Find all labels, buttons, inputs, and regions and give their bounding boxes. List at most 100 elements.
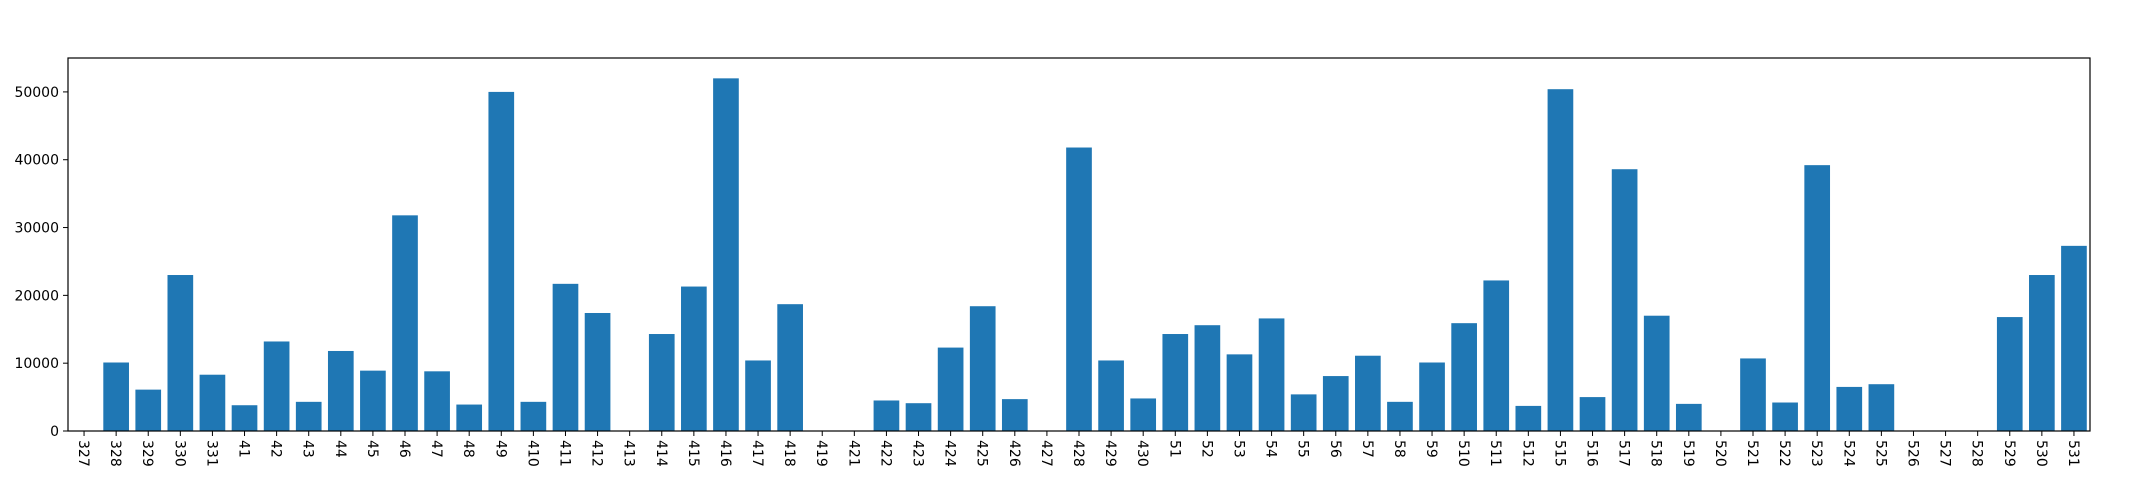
bar-51 <box>1162 334 1189 431</box>
x-tick-label: 531 <box>2065 440 2081 467</box>
x-tick-label: 430 <box>1134 440 1150 467</box>
bar-329 <box>135 389 162 431</box>
x-tick-label: 427 <box>1038 440 1054 467</box>
bar-429 <box>1098 360 1124 431</box>
x-tick-label: 55 <box>1295 440 1311 458</box>
bar-416 <box>713 78 739 431</box>
bar-510 <box>1451 323 1477 431</box>
x-tick-label: 51 <box>1166 440 1182 458</box>
bar-512 <box>1515 405 1542 431</box>
bar-58 <box>1387 401 1413 431</box>
bar-414 <box>648 334 675 431</box>
bar-428 <box>1066 147 1092 431</box>
x-tick-label: 519 <box>1680 440 1696 467</box>
bar-422 <box>873 400 900 431</box>
bar-425 <box>969 306 996 431</box>
y-tick-label: 10000 <box>14 356 59 372</box>
x-tick-label: 327 <box>75 440 91 467</box>
bar-53 <box>1226 354 1253 431</box>
x-tick-label: 510 <box>1455 440 1471 467</box>
bar-55 <box>1290 394 1317 431</box>
x-tick-label: 41 <box>236 440 252 458</box>
x-tick-label: 419 <box>813 440 829 467</box>
x-tick-label: 529 <box>2001 440 2017 467</box>
bar-531 <box>2061 245 2087 431</box>
bar-415 <box>681 286 707 431</box>
x-tick-label: 43 <box>300 440 316 458</box>
x-tick-label: 423 <box>910 440 926 467</box>
bar-524 <box>1836 386 1863 431</box>
bar-517 <box>1611 169 1638 432</box>
x-tick-label: 421 <box>845 440 861 467</box>
bar-516 <box>1579 397 1606 431</box>
bar-529 <box>1996 317 2023 431</box>
bar-417 <box>745 360 771 431</box>
x-tick-label: 57 <box>1359 440 1375 458</box>
bar-426 <box>1001 399 1028 431</box>
x-tick-label: 515 <box>1551 440 1567 467</box>
x-tick-label: 410 <box>524 440 540 467</box>
x-tick-label: 530 <box>2033 440 2049 467</box>
bar-330 <box>167 275 194 431</box>
bar-423 <box>905 403 932 431</box>
bar-47 <box>424 371 450 431</box>
x-tick-label: 53 <box>1230 440 1246 458</box>
bar-518 <box>1643 315 1670 431</box>
x-tick-label: 520 <box>1712 440 1728 467</box>
bar-523 <box>1804 165 1831 432</box>
x-tick-label: 329 <box>139 440 155 467</box>
x-tick-label: 59 <box>1423 440 1439 458</box>
x-tick-label: 44 <box>332 440 348 458</box>
x-tick-label: 58 <box>1391 440 1407 458</box>
x-tick-label: 42 <box>268 440 284 458</box>
x-tick-label: 517 <box>1616 440 1632 467</box>
x-tick-label: 49 <box>492 440 508 458</box>
x-tick-label: 52 <box>1198 440 1214 458</box>
x-tick-label: 526 <box>1904 440 1920 467</box>
x-axis: 327 328 329 330 331 41 42 43 44 45 46 47 48 49 410 411 4… <box>75 431 2081 467</box>
y-axis: 0 10000 20000 30000 40000 50000 <box>14 85 68 440</box>
x-tick-label: 48 <box>460 440 476 458</box>
x-tick-label: 512 <box>1519 440 1535 467</box>
x-tick-label: 528 <box>1969 440 1985 467</box>
x-tick-label: 331 <box>203 440 219 467</box>
bar-521 <box>1740 358 1766 431</box>
x-tick-label: 414 <box>653 440 669 467</box>
x-tick-label: 56 <box>1327 440 1343 458</box>
bar-52 <box>1194 325 1221 431</box>
x-tick-label: 425 <box>974 440 990 467</box>
y-tick-label: 30000 <box>14 221 59 237</box>
bar-331 <box>199 374 226 431</box>
bar-412 <box>584 312 611 431</box>
y-tick-label: 20000 <box>14 288 59 304</box>
x-tick-label: 524 <box>1840 440 1856 467</box>
x-tick-label: 330 <box>171 440 187 467</box>
x-tick-label: 413 <box>621 440 637 467</box>
x-tick-label: 45 <box>364 440 380 458</box>
bar-418 <box>777 304 803 431</box>
y-tick-label: 50000 <box>14 85 59 101</box>
x-tick-label: 518 <box>1648 440 1664 467</box>
bar-59 <box>1419 362 1445 431</box>
bar-41 <box>231 405 258 431</box>
x-tick-label: 525 <box>1872 440 1888 467</box>
x-tick-label: 422 <box>877 440 893 467</box>
x-tick-label: 328 <box>107 440 123 467</box>
x-tick-label: 511 <box>1487 440 1503 467</box>
bar-411 <box>552 283 579 431</box>
bar-43 <box>295 401 322 431</box>
bar-49 <box>488 91 515 431</box>
x-tick-label: 417 <box>749 440 765 467</box>
bar-54 <box>1258 318 1285 431</box>
x-tick-label: 521 <box>1744 440 1760 467</box>
x-tick-label: 418 <box>781 440 797 467</box>
bar-45 <box>360 370 386 431</box>
bars-group <box>103 78 2087 432</box>
x-tick-label: 54 <box>1263 440 1279 458</box>
x-tick-label: 523 <box>1808 440 1824 467</box>
x-tick-label: 412 <box>589 440 605 467</box>
x-tick-label: 416 <box>717 440 733 467</box>
bar-42 <box>263 341 290 431</box>
bar-328 <box>103 362 129 431</box>
